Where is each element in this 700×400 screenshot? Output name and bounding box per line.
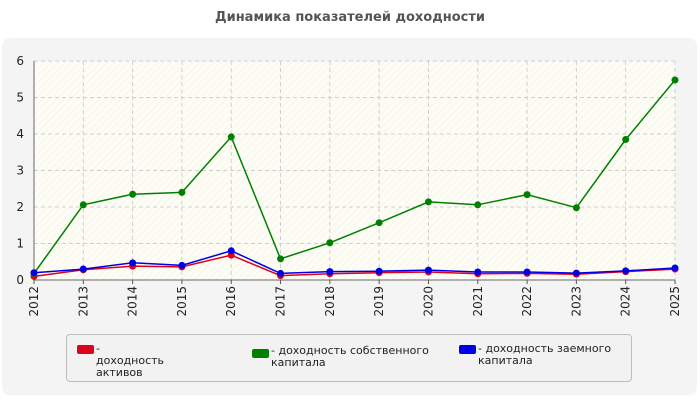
x-tick-label: 2025 — [668, 286, 682, 317]
series-1-point — [129, 190, 137, 198]
x-tick-label: 2023 — [569, 286, 583, 317]
x-tick-label: 2012 — [27, 286, 41, 317]
series-1-point — [227, 133, 235, 141]
series-1-point — [523, 191, 531, 199]
x-tick-label: 2019 — [372, 286, 386, 317]
series-2-point — [277, 269, 285, 277]
legend-swatch — [252, 349, 269, 358]
x-tick-label: 2014 — [126, 286, 140, 317]
legend-label: - доходность собственного капитала — [271, 344, 429, 369]
chart-title: Динамика показателей доходности — [215, 10, 485, 25]
series-1-point — [474, 201, 482, 209]
series-2-point — [227, 247, 235, 255]
legend: - доходность активов - доходность собств… — [66, 334, 632, 382]
legend-label: - доходность заемного капитала — [478, 342, 612, 367]
x-tick-label: 2016 — [224, 286, 238, 317]
series-2-point — [79, 265, 87, 273]
series-1-point — [326, 239, 334, 247]
grid-lines — [34, 60, 676, 280]
x-tick-label: 2020 — [421, 286, 435, 317]
legend-label: - доходность активов — [96, 342, 165, 379]
series-2-point — [326, 268, 334, 276]
series-1-point — [79, 201, 87, 209]
y-tick-label: 2 — [16, 200, 24, 214]
series-1-point — [424, 198, 432, 206]
y-tick-label: 0 — [16, 273, 24, 287]
legend-swatch — [459, 345, 476, 354]
series-2-point — [129, 259, 137, 267]
series-1-point — [572, 204, 580, 212]
series-1-point — [277, 255, 285, 263]
y-tick-label: 1 — [16, 237, 24, 251]
x-tick-label: 2013 — [76, 286, 90, 317]
series-1-point — [622, 135, 630, 143]
series-line-1 — [33, 79, 676, 274]
y-tick-label: 6 — [16, 54, 24, 68]
x-tick-label: 2018 — [323, 286, 337, 317]
series-2-point — [671, 264, 679, 272]
series-2-point — [622, 267, 630, 275]
series-2-point — [178, 261, 186, 269]
series-line-2 — [33, 250, 676, 275]
series-1-point — [375, 219, 383, 227]
series-2-point — [375, 267, 383, 275]
tick-labels: 0 1 2 3 4 5 6 2012 2013 2014 2015 2016 2017 2018 2019 2… — [16, 54, 682, 317]
x-tick-label: 2015 — [175, 286, 189, 317]
y-tick-label: 4 — [16, 127, 24, 141]
legend-swatch — [77, 345, 94, 354]
series-2-point — [30, 269, 38, 277]
series-layer — [30, 76, 679, 280]
series-2-point — [424, 266, 432, 274]
series-2-point — [474, 268, 482, 276]
x-tick-label: 2021 — [471, 286, 485, 317]
series-2-point — [523, 268, 531, 276]
series-1-point — [178, 188, 186, 196]
series-line-0 — [33, 254, 676, 278]
x-tick-label: 2022 — [520, 286, 534, 317]
y-tick-label: 5 — [16, 91, 24, 105]
axes — [33, 61, 676, 284]
x-tick-label: 2024 — [619, 286, 633, 317]
series-1-point — [671, 76, 679, 84]
x-tick-label: 2017 — [274, 286, 288, 317]
plot-area — [34, 61, 675, 280]
y-tick-label: 3 — [16, 164, 24, 178]
series-2-point — [572, 269, 580, 277]
